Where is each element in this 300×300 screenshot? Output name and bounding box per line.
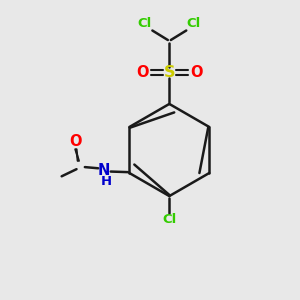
Text: Cl: Cl [138, 17, 152, 30]
Text: O: O [136, 65, 149, 80]
Text: Cl: Cl [162, 213, 176, 226]
Text: S: S [164, 65, 175, 80]
Text: N: N [98, 163, 110, 178]
Text: H: H [101, 176, 112, 188]
Text: Cl: Cl [187, 17, 201, 30]
Text: O: O [70, 134, 82, 149]
Text: O: O [190, 65, 202, 80]
